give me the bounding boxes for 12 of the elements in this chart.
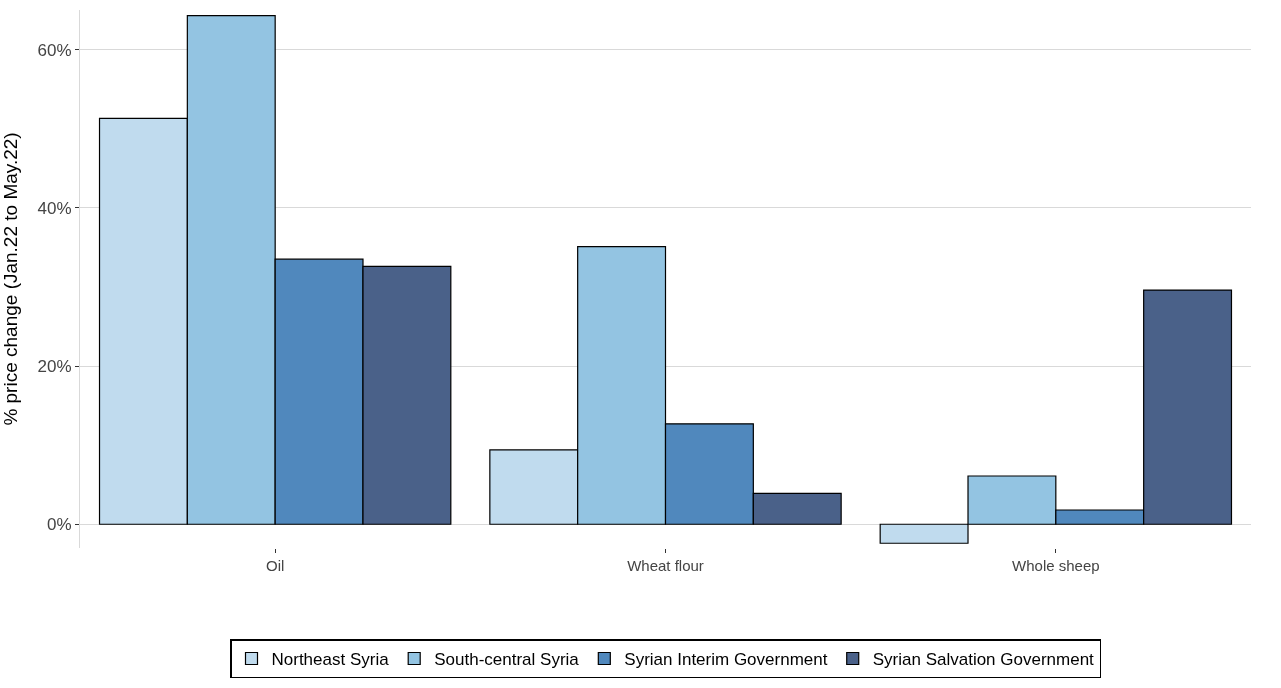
y-tick-label: 0% bbox=[47, 515, 72, 535]
legend-label: Syrian Salvation Government bbox=[872, 650, 1095, 670]
y-tick-label: 20% bbox=[37, 356, 72, 376]
x-tick-label: Wheat flour bbox=[627, 557, 704, 574]
y-tick-label: 40% bbox=[37, 198, 72, 218]
legend-label: Syrian Interim Government bbox=[624, 650, 828, 670]
legend-label: South-central Syria bbox=[434, 650, 580, 670]
y-tick-label: 60% bbox=[37, 40, 72, 60]
x-tick-label: Oil bbox=[266, 557, 285, 574]
y-axis-title: % price change (Jan.22 to May.22) bbox=[0, 132, 21, 426]
legend-label: Northeast Syria bbox=[271, 650, 390, 670]
x-tick-label: Whole sheep bbox=[1012, 557, 1100, 574]
